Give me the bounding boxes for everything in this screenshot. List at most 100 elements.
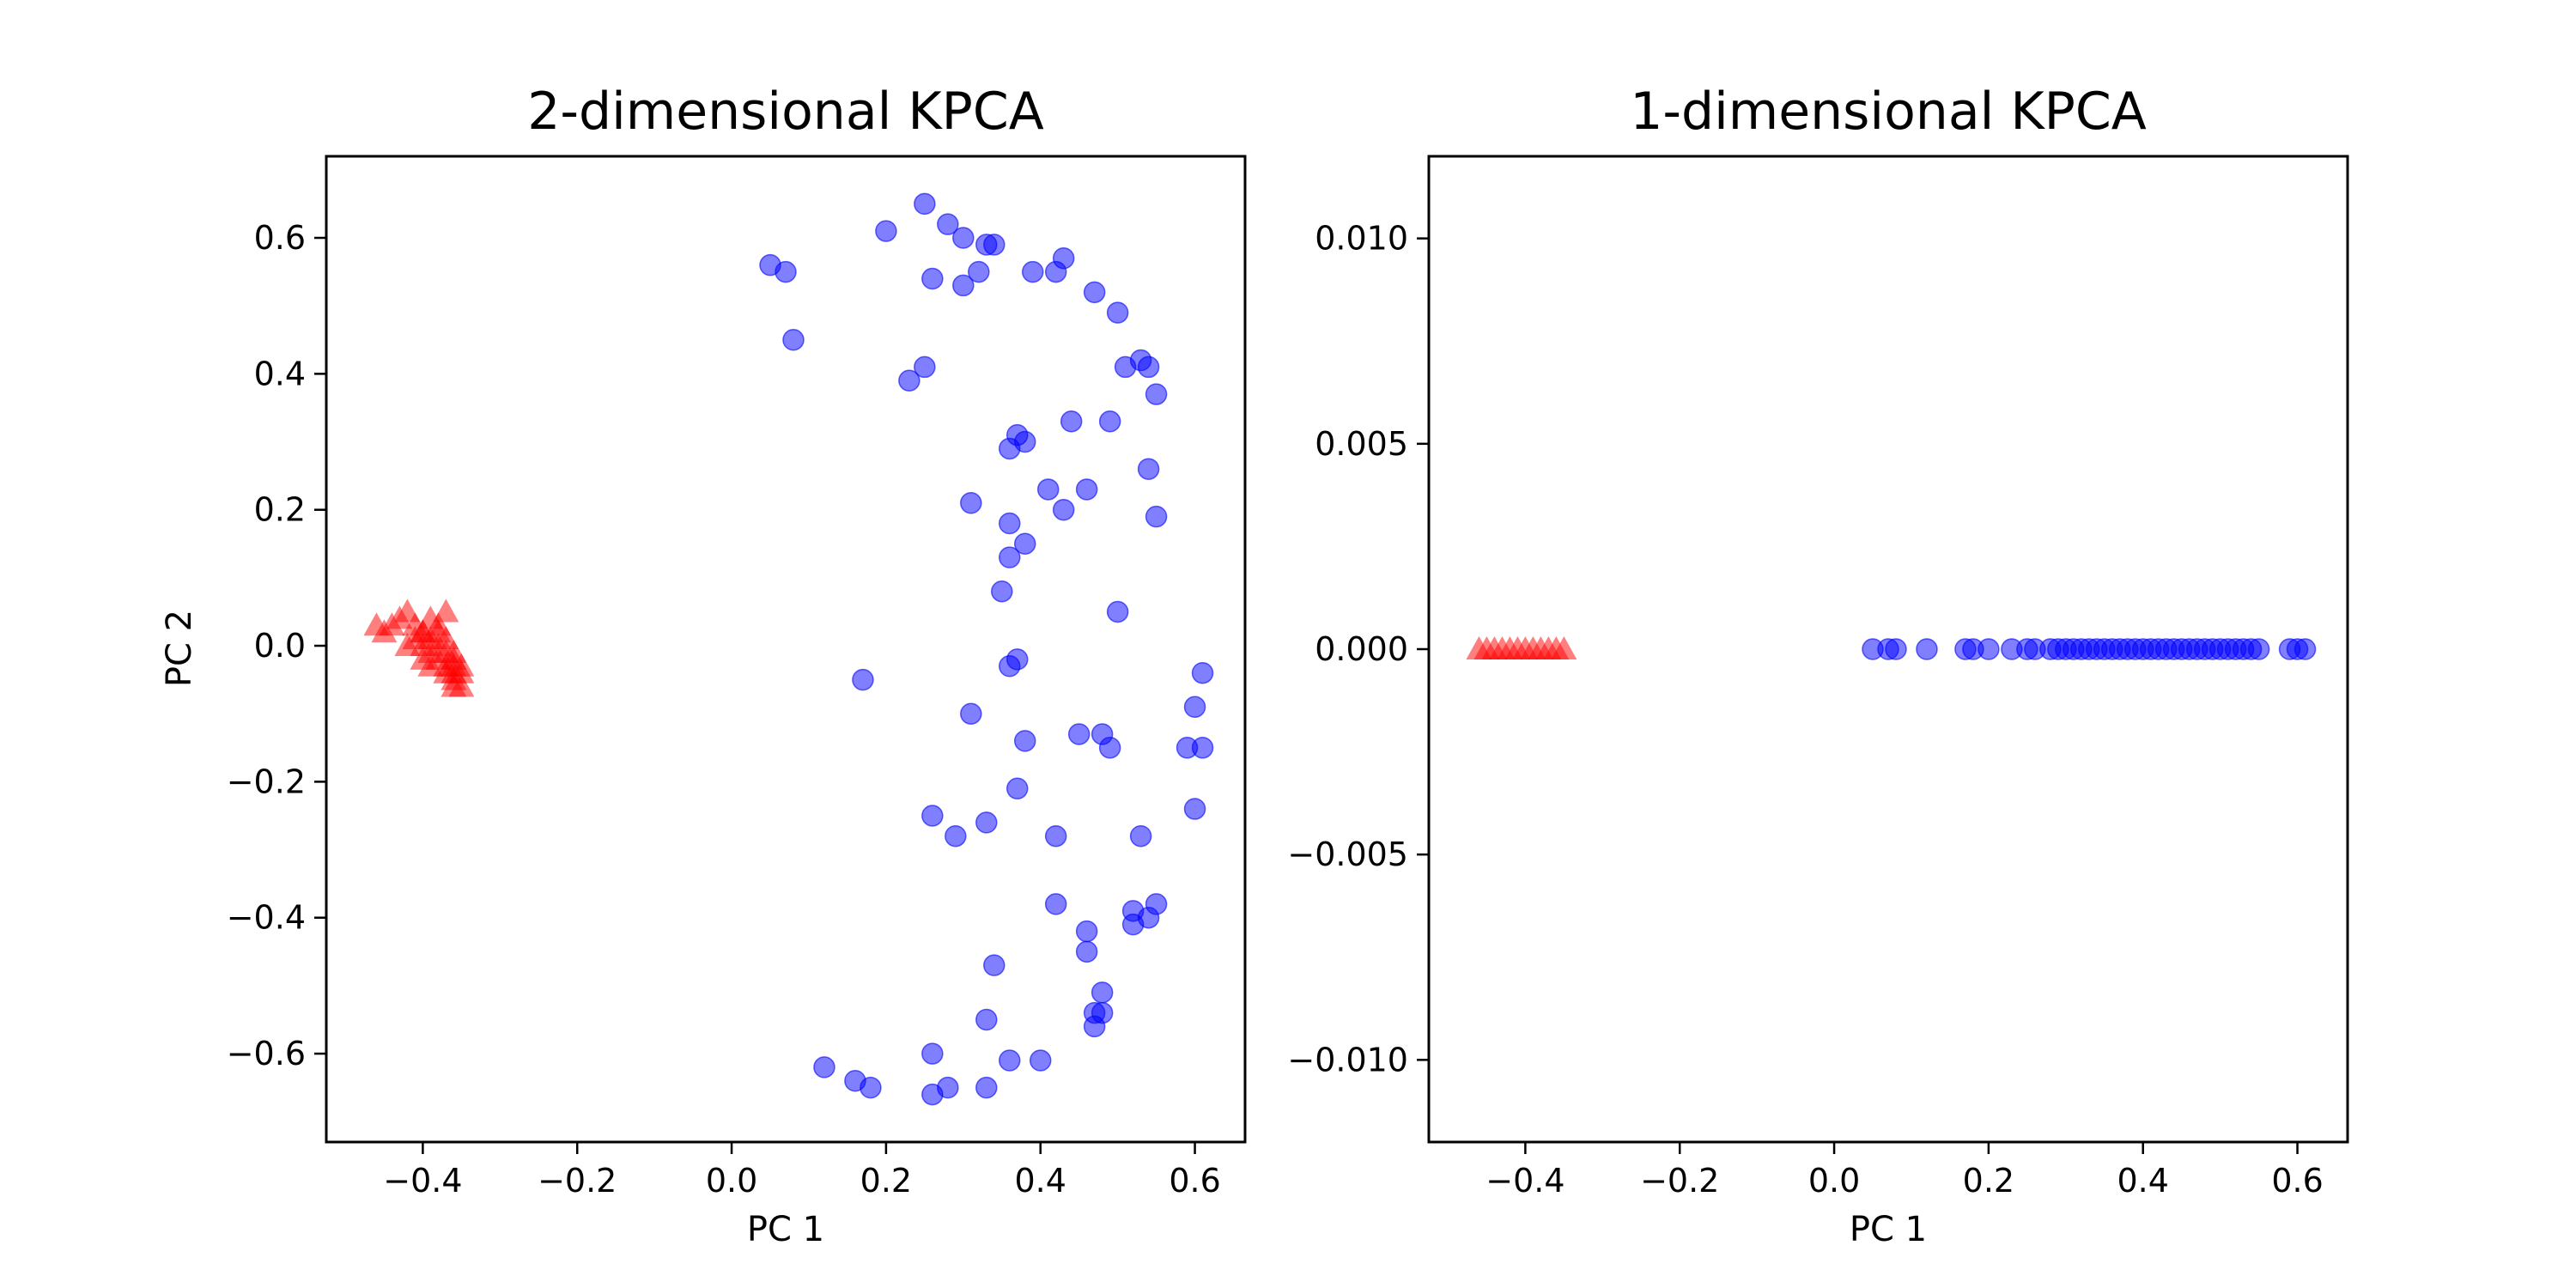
- circle-point: [1145, 505, 1168, 528]
- circle-point: [852, 668, 874, 691]
- circle-point: [782, 329, 805, 351]
- circle-point: [1013, 730, 1036, 752]
- circle-point: [1075, 940, 1098, 963]
- circle-point: [1044, 893, 1067, 915]
- circle-point: [921, 1083, 944, 1106]
- circle-point: [898, 369, 920, 392]
- circle-point: [1183, 696, 1206, 719]
- triangle-point: [440, 639, 467, 663]
- x-tick-label: 0.0: [1808, 1162, 1860, 1200]
- circle-point: [1106, 301, 1129, 324]
- plot-frame-2d: [325, 155, 1247, 1144]
- circle-point: [1067, 723, 1091, 745]
- triangle-point: [433, 626, 459, 650]
- circle-point: [1052, 498, 1075, 521]
- circle-point: [921, 267, 944, 290]
- circle-point: [921, 805, 944, 827]
- circle-point: [983, 954, 1005, 976]
- circle-point: [937, 213, 959, 235]
- circle-point: [860, 1076, 882, 1099]
- circle-point: [2247, 638, 2270, 660]
- circle-point: [1978, 638, 2000, 660]
- circle-point: [1075, 920, 1098, 943]
- x-axis-label-2d: PC 1: [747, 1210, 824, 1249]
- x-tick-label: −0.2: [538, 1162, 617, 1200]
- y-axis-label-2d: PC 2: [160, 610, 199, 687]
- circle-point: [1137, 355, 1160, 379]
- x-tick-label: −0.4: [383, 1162, 462, 1200]
- circle-point: [1106, 600, 1129, 623]
- x-tick-label: 0.4: [2117, 1162, 2169, 1200]
- x-axis-label-1d: PC 1: [1850, 1210, 1927, 1249]
- circle-point: [775, 260, 797, 283]
- circle-point: [1021, 260, 1044, 283]
- ticks-2d: −0.4 −0.2 0.0 0.2 0.4 0.6 −0.6 −0.4 −0.2 0.0 0.2 0.…: [227, 219, 1221, 1200]
- circle-point: [1083, 281, 1106, 304]
- circle-point: [1044, 260, 1067, 283]
- circle-point: [960, 702, 982, 725]
- circle-point: [952, 274, 975, 297]
- plot-frame-1d: [1427, 155, 2349, 1144]
- subplot-1d-kpca: 1-dimensional KPCA PC 1 −0.4 −0.2 0.0 0.2 0.…: [1287, 82, 2349, 1249]
- circle-point: [914, 192, 936, 216]
- circle-point: [1005, 648, 1029, 671]
- y-tick-label: −0.6: [227, 1035, 306, 1072]
- circle-point: [999, 546, 1021, 568]
- circle-point: [1044, 824, 1067, 848]
- triangle-point: [410, 619, 436, 643]
- y-tick-label: 0.010: [1315, 220, 1408, 258]
- circle-point: [1137, 906, 1160, 929]
- x-tick-label: 0.2: [1963, 1162, 2014, 1200]
- y-tick-label: 0.005: [1315, 425, 1408, 463]
- circle-point: [914, 355, 936, 379]
- circle-point: [875, 220, 897, 242]
- triangle-point: [410, 646, 436, 670]
- triangle-point: [1551, 636, 1577, 659]
- triangle-point: [440, 673, 467, 697]
- y-tick-label: −0.4: [227, 899, 306, 937]
- data-points-1d: [1466, 636, 2317, 660]
- circle-point: [1091, 981, 1114, 1004]
- subplot-2d-kpca: 2-dimensional KPCA PC 1 PC 2 −0.4 −0.2 0.0…: [160, 82, 1247, 1249]
- circle-point: [1183, 798, 1206, 820]
- circle-point: [921, 1042, 944, 1065]
- circle-point: [960, 492, 982, 514]
- circle-point: [1137, 458, 1160, 480]
- circle-point: [945, 824, 967, 848]
- y-tick-label: 0.2: [254, 491, 306, 529]
- circle-point: [1029, 1049, 1052, 1072]
- circle-point: [1885, 638, 1907, 660]
- x-tick-label: 0.4: [1015, 1162, 1066, 1200]
- x-tick-label: 0.6: [1169, 1162, 1220, 1200]
- circle-point: [1098, 410, 1121, 433]
- triangle-point: [440, 653, 467, 677]
- circle-point: [968, 260, 990, 283]
- data-points-2d: [363, 192, 1214, 1106]
- x-tick-label: −0.2: [1640, 1162, 1719, 1200]
- x-tick-label: 0.6: [2271, 1162, 2323, 1200]
- circle-point: [1005, 777, 1029, 800]
- circle-point: [983, 234, 1005, 256]
- ticks-1d: −0.4 −0.2 0.0 0.2 0.4 0.6 −0.010 −0.005 0.000 0.0…: [1287, 220, 2323, 1200]
- y-tick-label: 0.0: [254, 627, 306, 665]
- x-tick-label: 0.0: [706, 1162, 757, 1200]
- circle-point: [1916, 638, 1938, 660]
- circle-point: [1191, 661, 1214, 684]
- circle-point: [999, 1049, 1021, 1072]
- x-tick-label: 0.2: [860, 1162, 912, 1200]
- circle-point: [991, 580, 1013, 603]
- circle-point: [952, 227, 975, 249]
- circle-point: [1083, 1015, 1106, 1038]
- circle-point: [1176, 737, 1199, 759]
- circle-point: [975, 1008, 998, 1031]
- chart-title-1d: 1-dimensional KPCA: [1630, 82, 2147, 142]
- y-tick-label: −0.005: [1287, 835, 1408, 873]
- circle-point: [1036, 478, 1060, 501]
- y-tick-label: 0.000: [1315, 630, 1408, 668]
- y-tick-label: 0.6: [254, 219, 306, 257]
- y-tick-label: 0.4: [254, 355, 306, 392]
- circle-point: [813, 1056, 835, 1078]
- chart-title-2d: 2-dimensional KPCA: [527, 82, 1044, 142]
- circle-point: [2293, 638, 2317, 660]
